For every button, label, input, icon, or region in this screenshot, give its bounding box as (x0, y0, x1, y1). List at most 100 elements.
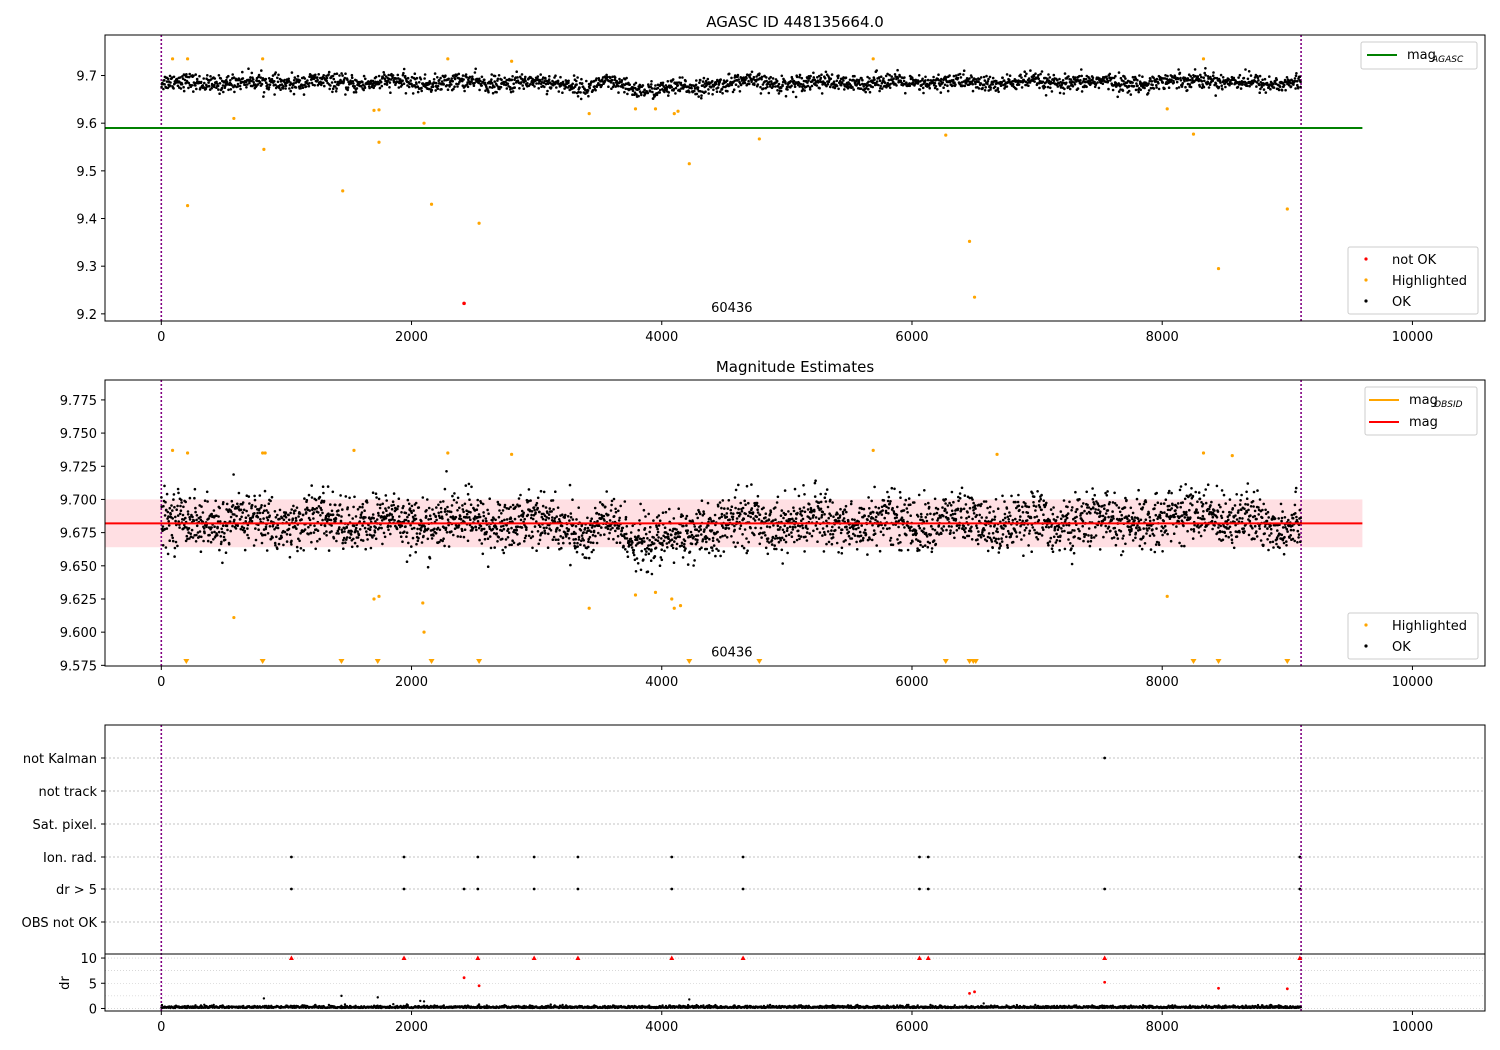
ok-point (825, 524, 829, 528)
ok-point (579, 543, 582, 546)
ok-point (414, 517, 418, 521)
ok-point (446, 518, 450, 521)
ok-point (172, 87, 175, 90)
ok-point (524, 75, 527, 79)
ok-point (660, 558, 664, 562)
ok-point (415, 532, 419, 535)
ok-point (714, 554, 717, 558)
ok-point (273, 528, 276, 531)
ok-point (760, 77, 763, 81)
ok-point (569, 563, 572, 567)
ok-point (207, 84, 211, 88)
ok-point (277, 542, 281, 546)
ok-point (730, 76, 733, 80)
ok-point (640, 93, 643, 97)
ok-point (872, 76, 876, 79)
legend-notok-marker (1364, 257, 1368, 261)
ok-point (200, 535, 203, 539)
ok-point (546, 89, 549, 93)
ok-point (801, 509, 804, 513)
ok-point (332, 77, 336, 81)
ok-point (438, 540, 441, 544)
ok-point (608, 531, 611, 535)
ok-point (756, 494, 760, 498)
ok-point (962, 69, 966, 72)
ok-point (538, 79, 542, 83)
ok-point (164, 546, 168, 549)
ok-point (612, 515, 616, 518)
ok-point (826, 505, 830, 509)
ok-point (219, 535, 223, 538)
ok-point (509, 505, 512, 509)
ok-point (493, 546, 497, 549)
ok-point (939, 91, 943, 94)
ok-point (224, 551, 228, 554)
ok-point (936, 507, 940, 511)
ok-point (258, 80, 262, 84)
ok-point (173, 505, 176, 509)
ok-point (635, 538, 639, 542)
ok-point (258, 511, 262, 515)
ok-point (633, 93, 636, 96)
ok-point (1078, 74, 1081, 78)
ok-point (746, 549, 749, 552)
ok-point (704, 90, 707, 93)
ok-point (725, 79, 729, 82)
ok-point (649, 543, 652, 547)
ok-point (1285, 76, 1289, 79)
ok-point (643, 88, 646, 91)
ok-point (1027, 84, 1030, 87)
ok-point (412, 526, 416, 530)
ok-point (571, 518, 575, 521)
ok-point (632, 553, 636, 557)
ok-point (999, 84, 1003, 87)
ok-point (244, 516, 248, 519)
ok-point (696, 516, 699, 520)
ok-point (480, 542, 484, 545)
ok-point (219, 77, 223, 80)
ok-point (713, 513, 717, 517)
ok-point (812, 529, 815, 533)
ok-point (230, 84, 234, 87)
ok-point (804, 535, 807, 539)
ok-point (346, 78, 349, 81)
ok-point (601, 503, 605, 507)
ok-point (406, 76, 410, 80)
ok-point (495, 527, 499, 531)
ok-point (792, 519, 795, 523)
ok-point (252, 81, 255, 84)
ok-point (535, 501, 539, 505)
ok-point (535, 520, 538, 523)
ok-point (541, 531, 544, 534)
ok-point (437, 511, 441, 515)
ok-point (254, 527, 257, 530)
ok-point (188, 518, 192, 521)
ok-point (460, 529, 464, 532)
ok-point (902, 79, 906, 83)
ok-point (708, 537, 711, 541)
ok-point (569, 512, 573, 515)
ok-point (179, 509, 183, 512)
ok-point (445, 470, 448, 473)
ok-point (905, 533, 908, 537)
ok-point (675, 547, 678, 550)
ok-point (820, 92, 824, 95)
ok-point (612, 537, 615, 541)
ok-point (700, 546, 703, 549)
ok-point (529, 516, 533, 520)
ok-point (922, 82, 925, 86)
ok-point (681, 76, 684, 79)
ok-point (823, 530, 826, 534)
ok-point (867, 87, 870, 91)
ok-point (671, 78, 675, 81)
ok-point (444, 74, 447, 77)
ok-point (339, 519, 343, 523)
ok-point (1069, 78, 1073, 81)
ok-point (210, 526, 213, 529)
ok-point (257, 528, 260, 531)
ok-point (806, 76, 809, 80)
ok-point (259, 518, 262, 521)
ok-point (238, 517, 242, 521)
ok-point (525, 526, 528, 529)
ok-point (1164, 74, 1167, 77)
